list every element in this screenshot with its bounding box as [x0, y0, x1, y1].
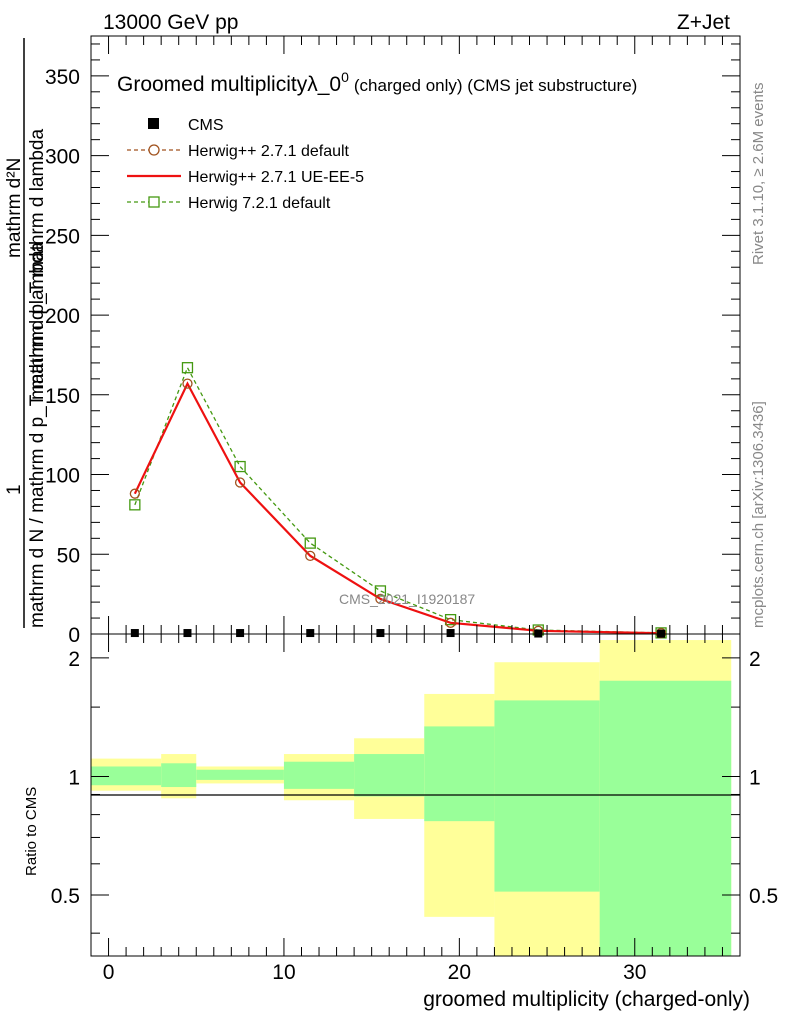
ratio-band-green [283, 761, 355, 789]
y-tick-label: 200 [45, 305, 80, 328]
legend-label: Herwig++ 2.7.1 UE-EE-5 [188, 169, 364, 186]
legend-label: Herwig 7.2.1 default [188, 195, 331, 212]
point-cms [306, 629, 315, 638]
point-herwigpp-default [234, 477, 246, 488]
legend-marker-square [148, 118, 159, 129]
ratio-plot: 0.5 0.5 1 1 2 2 Ratio to CMS [23, 633, 778, 957]
ratio-y-tick-label-left: 1 [68, 766, 80, 789]
ylabel-frac-den: mathrm d p_T mathrm d lambda [27, 129, 48, 400]
title-suffix: (charged only) (CMS jet substructure) [354, 76, 637, 95]
ratio-y-tick-label-right: 1 [749, 766, 761, 789]
ratio-bands [91, 640, 732, 956]
ratio-band-green [196, 769, 284, 780]
side-text-bottom: mcplots.cern.ch [arXiv:1306.3436] [750, 401, 767, 628]
ylabel-top: 1 [4, 484, 25, 495]
legend-item: Herwig++ 2.7.1 default [127, 143, 350, 160]
y-axis-label: 1 mathrm d N / mathrm d p_T mathrm d lam… [4, 38, 48, 628]
ratio-band-green [354, 754, 425, 797]
ratio-y-tick-label-left: 2 [68, 648, 80, 671]
legend-marker-open-square [148, 196, 160, 208]
legend-item: Herwig++ 2.7.1 UE-EE-5 [127, 169, 364, 186]
legend: CMS Herwig++ 2.7.1 default Herwig++ 2.7.1 … [127, 117, 364, 212]
y-tick-label: 0 [68, 624, 80, 647]
main-ticks: 50 100 150 200 250 300 350 0 [45, 36, 740, 647]
ylabel-frac-num: mathrm d²N [4, 158, 25, 258]
point-herwigpp-default [305, 550, 316, 562]
main-plot: 50 100 150 200 250 300 350 0 Groomed multiplici… [4, 35, 741, 647]
y-tick-label: 50 [57, 544, 80, 567]
legend-marker-circle [148, 144, 160, 156]
point-herwig721 [129, 499, 141, 511]
point-herwigpp-default [129, 488, 141, 499]
x-axis: 0 10 20 30 [103, 961, 647, 984]
legend-item: CMS [148, 117, 224, 134]
legend-item: Herwig 7.2.1 default [127, 195, 331, 212]
point-herwigpp-default [182, 378, 193, 389]
ylabel-bottom: mathrm d N / mathrm d p_T mathrm d lambd… [27, 241, 48, 628]
legend-label: CMS [188, 117, 224, 134]
series-line-herwig721 [134, 366, 662, 634]
ratio-y-tick-label-right: 2 [749, 648, 761, 671]
ratio-band-green [424, 726, 495, 822]
point-herwig721 [181, 362, 194, 374]
y-tick-label: 350 [45, 66, 80, 89]
watermark: CMS_2021_I1920187 [339, 591, 475, 607]
point-cms [376, 629, 385, 638]
title-main: Groomed multiplicityλ_0 [117, 73, 341, 96]
point-herwigpp-default [655, 628, 667, 639]
point-cms [446, 629, 455, 638]
legend-label: Herwig++ 2.7.1 default [188, 143, 350, 160]
header-right: Z+Jet [677, 11, 730, 34]
title-sup: 0 [341, 69, 349, 85]
point-herwig721 [304, 537, 316, 549]
ratio-frame [90, 633, 741, 957]
ratio-ticks: 0.5 0.5 1 1 2 2 [51, 634, 778, 956]
ratio-ylabel: Ratio to CMS [23, 787, 40, 876]
y-tick-label: 300 [45, 146, 80, 169]
y-tick-label: 150 [45, 385, 80, 408]
x-tick-label: 10 [272, 961, 295, 984]
ratio-y-tick-label-right: 0.5 [749, 885, 778, 908]
point-cms [130, 629, 139, 638]
ratio-band-green [599, 680, 732, 956]
header-left: 13000 GeV pp [103, 11, 238, 34]
point-herwig721 [374, 585, 387, 597]
ratio-band-green [91, 766, 162, 786]
x-axis-label: groomed multiplicity (charged-only) [423, 988, 750, 1011]
ratio-band-green [494, 700, 600, 892]
point-herwig721 [444, 613, 457, 626]
point-herwig721 [234, 460, 246, 473]
x-tick-label: 30 [623, 961, 646, 984]
x-tick-label: 20 [448, 961, 471, 984]
point-herwigpp-default [375, 593, 386, 605]
main-marks [129, 362, 667, 639]
y-tick-label: 250 [45, 225, 80, 248]
y-tick-label: 100 [45, 465, 80, 488]
ratio-y-tick-label-left: 0.5 [51, 885, 80, 908]
ratio-band-green [161, 763, 197, 788]
x-tick-label: 0 [103, 961, 115, 984]
point-herwigpp-default [445, 617, 456, 628]
series-line-herwigpp-ueee5 [133, 381, 662, 635]
side-text-top: Rivet 3.1.10, ≥ 2.6M events [750, 83, 767, 266]
plot-title: Groomed multiplicityλ_00 (charged only) (… [117, 69, 637, 96]
point-cms [183, 629, 192, 638]
point-cms [236, 629, 245, 638]
